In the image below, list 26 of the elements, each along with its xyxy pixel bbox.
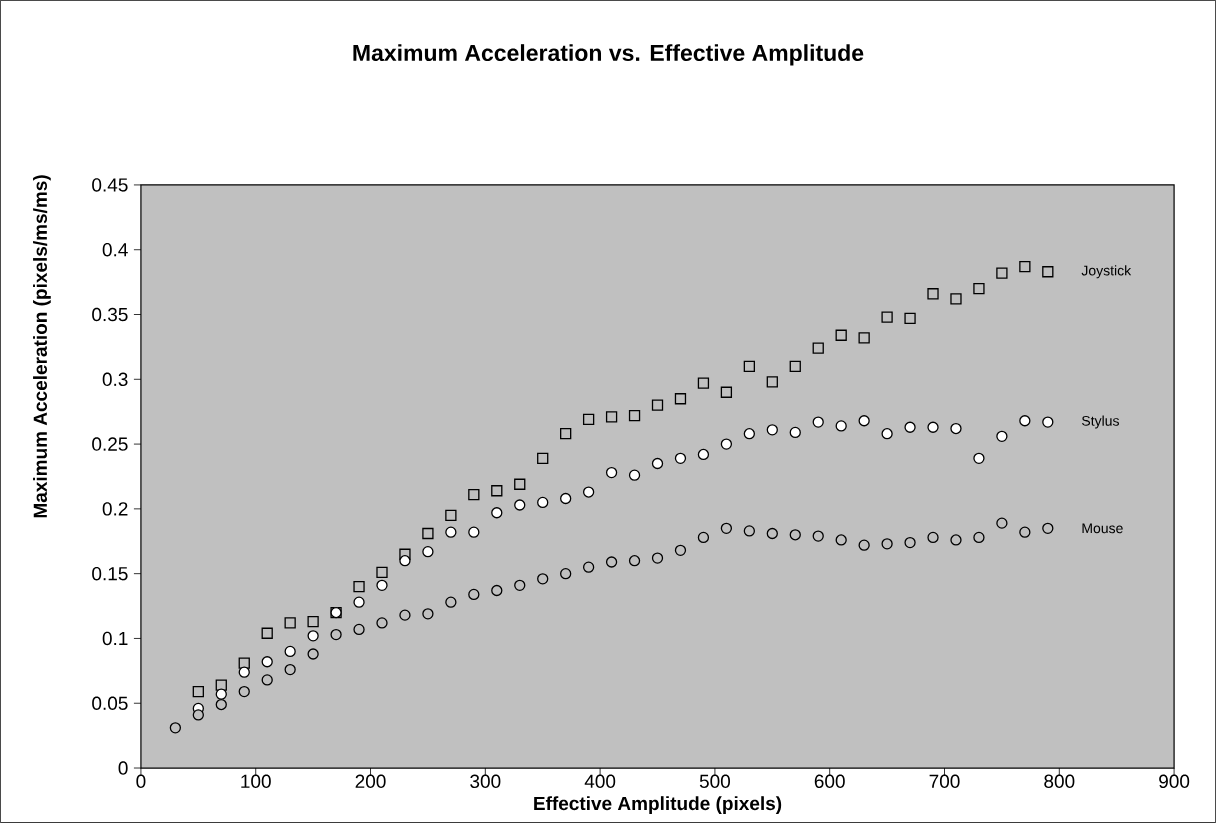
x-tick-label: 500 [699,774,730,789]
x-tick-label: 800 [1044,774,1075,789]
x-tick-label: 0 [136,774,146,789]
y-tick-label: 0.35 [92,307,128,322]
x-tick-label: 200 [355,774,386,789]
y-axis-title: Maximum Acceleration (pixels/ms/ms) [33,175,51,518]
y-tick-label: 0.4 [102,243,128,257]
y-tick-label: 0 [118,761,128,775]
y-tick-label: 0.15 [92,566,128,581]
text: Stylus [1082,415,1119,429]
y-tick-label: 0.3 [102,372,128,387]
text: Mouse [1082,523,1123,534]
x-tick-label: 300 [470,774,501,789]
x-tick-label: 100 [241,774,271,789]
y-tick-label: 0.2 [102,502,128,516]
x-tick-label: 600 [814,774,845,789]
x-tick-label: 700 [929,774,960,789]
y-tick-label: 0.05 [92,696,128,710]
y-tick-label: 0.1 [102,631,128,646]
x-tick-label: 400 [584,774,616,789]
y-tick-label: 0.25 [92,437,128,451]
y-tick-label: 0.45 [92,178,128,192]
x-axis-title: Effective Amplitude (pixels) [534,796,782,814]
text: Joystick [1081,265,1132,279]
x-tick-label: 900 [1159,774,1190,789]
chart-title: Maximum Acceleration vs. Effective Amplitude [353,44,864,66]
